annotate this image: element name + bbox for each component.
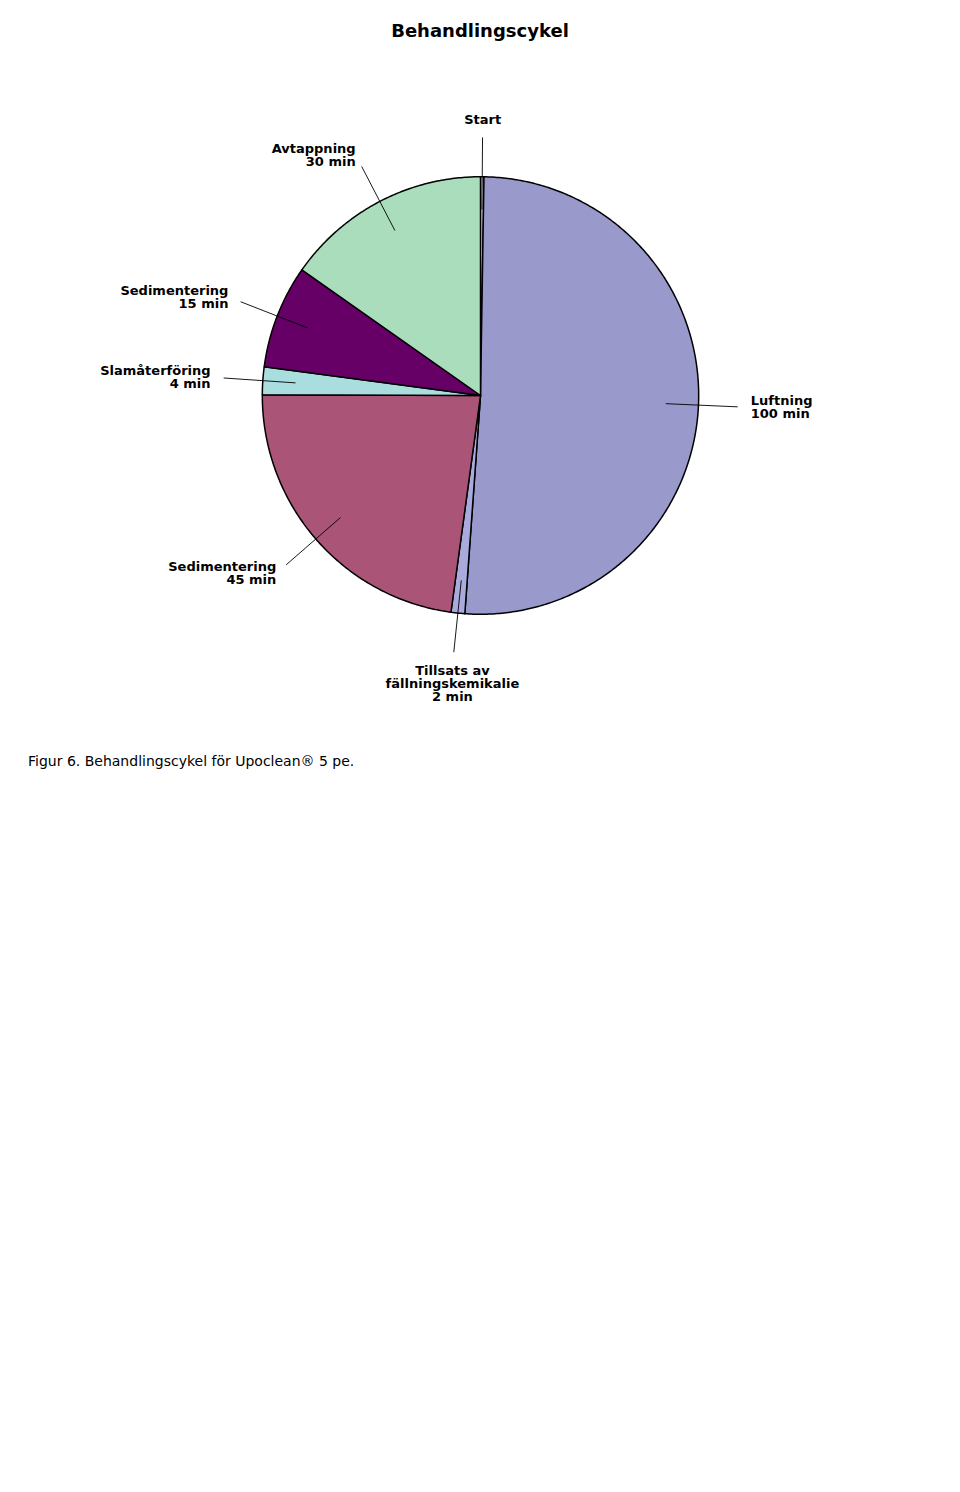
svg-text:Sedimentering15 min: Sedimentering15 min (120, 283, 228, 311)
html-text:Behandlingscykel: Behandlingscykel (391, 20, 569, 41)
html-text:Figur 6. Behandlingscykel för: Figur 6. Behandlingscykel för Upoclean® … (28, 753, 355, 769)
svg-text:Tillsats avfällningskemikalie2: Tillsats avfällningskemikalie2 min (386, 663, 520, 704)
svg-text:Avtappning30 min: Avtappning30 min (272, 141, 356, 169)
svg-text:Slamåterföring4 min: Slamåterföring4 min (100, 363, 210, 391)
svg-text:Sedimentering45 min: Sedimentering45 min (168, 559, 276, 587)
svg-text:Luftning100 min: Luftning100 min (751, 393, 813, 421)
svg-text:Start: Start (464, 112, 501, 127)
